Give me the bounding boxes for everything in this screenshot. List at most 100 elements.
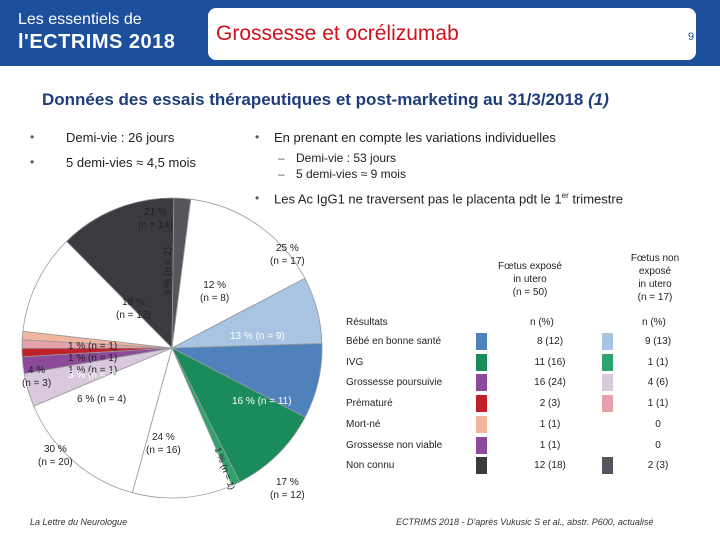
row-swatch-exposed [476,374,487,392]
label-3b: 3 % (n = 2) [68,370,118,381]
right-bullet-2: Les Ac IgG1 ne traversent pas le placent… [274,191,623,206]
row-swatch-unexposed [602,353,613,371]
row-value-unexposed: 2 (3) [647,460,669,472]
right-sub-1: Demi-vie : 53 jours [296,151,397,165]
col-header-unexposed-l4: (n = 17) [637,292,673,303]
label-13: 13 % (n = 9) [230,331,285,342]
head-v1: n (%) [530,317,554,328]
row-swatch-exposed [476,415,487,433]
label-18-n: (n = 12) [116,309,151,321]
subtitle-main: Données des essais thérapeutiques et pos… [42,90,584,109]
row-value-unexposed: 1 (1) [647,356,669,368]
label-1b: 1 % (n = 1) [68,353,118,364]
label-6: 6 % (n = 4) [77,394,127,405]
label-30-n: (n = 20) [38,456,73,468]
col-header-unexposed-l1: Fœtus non [630,253,680,264]
label-4: 4 % (n = 3) [22,365,51,390]
label-17-pct: 17 % [275,477,299,488]
label-4-n: (n = 3) [22,377,52,389]
pie-slice [65,197,175,349]
row-swatch-exposed [476,333,487,350]
label-1c: 1 % (n = 1) [68,365,118,376]
dash-marker: – [278,151,285,165]
pie-slice [131,346,233,499]
title-box [208,8,696,60]
label-12: 12 % (n = 8) [200,280,229,305]
row-value-exposed: 16 (24) [534,377,566,389]
slide-subtitle: Données des essais thérapeutiques et pos… [42,90,609,110]
row-label: Prématuré [346,398,393,410]
left-bullet-2: 5 demi-vies ≈ 4,5 mois [66,155,196,170]
label-17-n: (n = 12) [270,489,305,501]
footer-source: La Lettre du Neurologue [30,517,128,527]
label-21: 21 % (n = 14) [138,207,173,232]
row-value-exposed: 12 (18) [534,460,566,472]
pie-slice [171,347,306,483]
row-label: Bébé en bonne santé [346,336,442,347]
row-value-unexposed: 9 (13) [644,336,672,347]
label-18: 18 % (n = 12) [116,297,151,322]
head-v2: n (%) [642,317,666,328]
label-12-pct: 12 % [203,280,226,291]
row-value-unexposed: 0 [655,418,661,430]
pie-slice [22,240,174,349]
row-value-exposed: 11 (16) [534,356,566,368]
subtitle-ref: (1) [588,90,609,109]
right-sub-2: 5 demi-vies ≈ 9 mois [296,167,406,181]
row-value-exposed: 2 (3) [539,398,561,410]
footer-reference: ECTRIMS 2018 - D'après Vukusic S et al.,… [396,517,654,527]
row-value-unexposed: 1 (1) [647,398,669,410]
col-header-unexposed-l3: in utero [638,279,672,290]
bullet-dot: • [30,155,35,169]
label-1a: 1 % (n = 1) [68,341,118,352]
pie-slice [171,198,306,349]
label-30-pct: 30 % [43,444,67,455]
row-label: Grossesse poursuivie [346,377,443,389]
page-number: 9 [688,31,695,43]
row-swatch-unexposed [602,374,613,392]
label-25-pct: 25 % [275,243,299,254]
right-bullet-2-pre: Les Ac IgG1 ne traversent pas le placent… [274,191,562,207]
pie-slice [33,347,173,494]
right-bullet-1: En prenant en compte les variations indi… [274,130,556,145]
label-30: 30 % (n = 20) [38,444,73,469]
label-18-pct: 18 % [121,297,145,308]
right-bullet-2-sup: er [561,191,569,200]
col-header-exposed-l2: in utero [513,274,547,285]
row-swatch-exposed [476,457,487,475]
col-header-exposed-l3: (n = 50) [512,287,548,298]
label-21-pct: 21 % [143,207,167,218]
row-swatch-exposed [476,353,487,371]
right-bullet-2-post: trimestre [568,191,623,207]
row-swatch-unexposed [602,333,613,350]
col-header-unexposed-l2: exposé [638,266,672,277]
row-swatch-exposed [476,436,487,454]
label-16: 16 % (n = 11) [232,396,292,407]
row-value-exposed: 8 (12) [536,336,564,347]
row-label: Grossesse non viable [346,439,443,451]
bullet-dot: • [255,130,260,144]
col-header-exposed-l1: Fœtus exposé [498,261,562,272]
row-value-unexposed: 4 (6) [647,377,669,389]
row-label: Non connu [346,460,395,472]
col-header-unexposed: Fœtus non exposé in utero (n = 17) [610,252,700,304]
label-21-n: (n = 14) [138,219,173,231]
row-swatch-unexposed [602,457,613,475]
label-24-pct: 24 % [151,432,175,443]
label-24-n: (n = 16) [146,444,181,456]
slide-title: Grossesse et ocrélizumab [216,22,459,45]
label-12-n: (n = 8) [200,292,230,304]
bullet-dot: • [30,130,35,144]
col-header-exposed: Fœtus exposé in utero (n = 50) [480,260,580,299]
label-3a: 3 % (n = 2) [163,246,174,296]
logo-line1: Les essentiels de [18,11,142,28]
label-25-n: (n = 17) [270,255,305,267]
row-label: IVG [346,356,364,368]
row-swatch-exposed [476,395,487,413]
dash-marker: – [278,167,285,181]
row-value-exposed: 1 (1) [539,439,561,451]
row-value-exposed: 1 (1) [539,418,561,430]
label-17: 17 % (n = 12) [270,477,305,502]
label-4-pct: 4 % [27,365,46,376]
